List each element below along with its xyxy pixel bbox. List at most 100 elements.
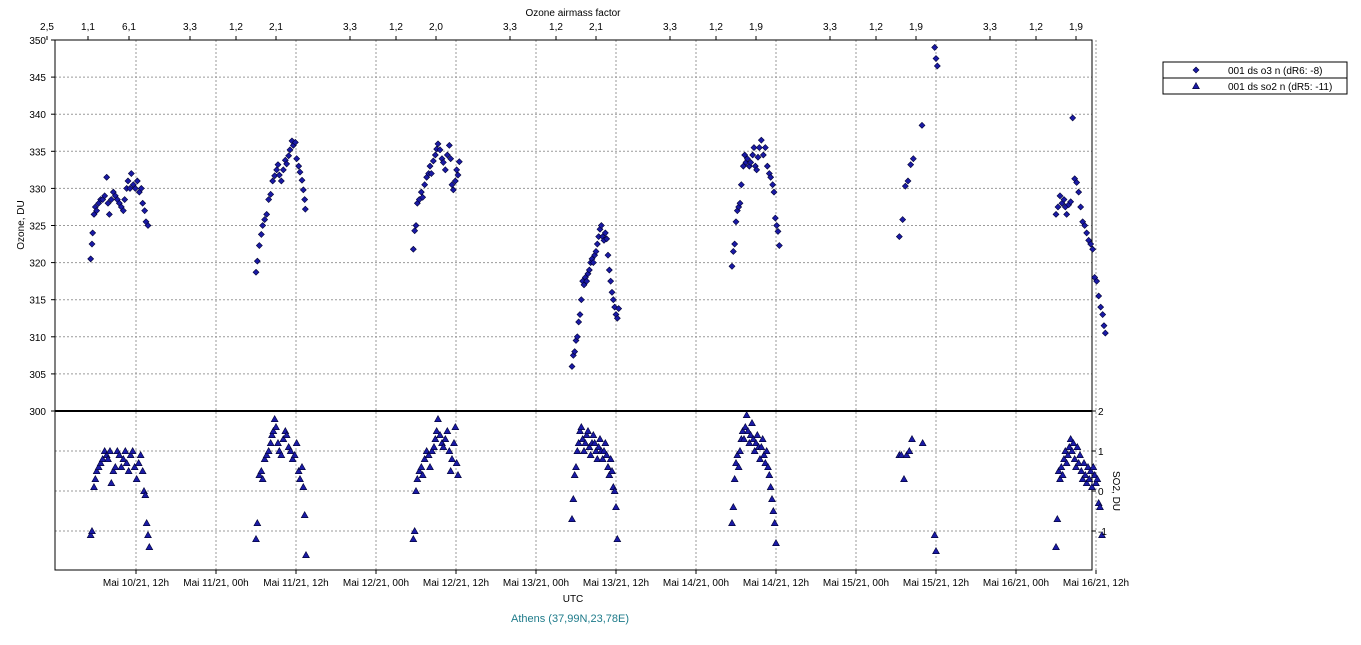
so2-point [610, 486, 619, 495]
so2-point [92, 466, 101, 475]
so2-point [584, 426, 592, 435]
so2-point [572, 462, 580, 471]
ozone-point [1077, 203, 1085, 211]
ozone-point [918, 121, 926, 129]
so2-point [432, 426, 441, 435]
ozone-point [759, 151, 767, 159]
ozone-point [88, 240, 96, 248]
ozone-point [575, 318, 583, 326]
ozone-point [729, 248, 737, 255]
so2-point [1068, 446, 1076, 455]
so2-point [451, 422, 460, 431]
so2-point [1076, 450, 1084, 459]
so2-point [581, 438, 590, 447]
ozone-point [273, 166, 281, 174]
ozone-point [291, 138, 299, 146]
ozone-point [907, 161, 915, 169]
ozone-point [743, 155, 751, 163]
so2-point [744, 426, 752, 435]
so2-point [257, 466, 266, 475]
ozone-point [293, 155, 301, 163]
ozone-point [615, 305, 623, 313]
so2-point [585, 442, 594, 451]
ozone-point [769, 181, 777, 189]
so2-point [1056, 474, 1064, 483]
ozone-point [274, 161, 282, 169]
so2-point [300, 510, 309, 519]
so2-point [117, 462, 126, 471]
so2-point [590, 438, 599, 447]
so2-point [749, 434, 758, 443]
ozone-point [568, 363, 576, 370]
ozone-point [754, 153, 762, 161]
top-tick-label: 1,2 [869, 22, 883, 33]
so2-point [746, 430, 755, 439]
so2-point [294, 466, 303, 475]
ozone-point [449, 186, 457, 194]
ozone-point [124, 177, 132, 185]
ozone-y-tick-label: 330 [29, 184, 46, 195]
ozone-y-tick-label: 310 [29, 333, 46, 344]
top-tick-label: 3,3 [503, 22, 517, 33]
ozone-point [144, 222, 152, 229]
so2-point [288, 454, 297, 463]
so2-point [580, 446, 588, 455]
so2-point [1082, 478, 1091, 487]
ozone-y-tick-label: 350 [29, 36, 46, 47]
so2-point [260, 454, 269, 463]
so2-point [582, 430, 591, 439]
ozone-point [104, 199, 112, 207]
so2-point [574, 438, 583, 447]
so2-point [589, 430, 598, 439]
ozone-point [736, 199, 744, 207]
so2-point [91, 474, 100, 483]
top-tick-label: 1,2 [549, 22, 563, 33]
so2-point [742, 410, 751, 419]
so2-point [918, 438, 927, 447]
so2-point [124, 466, 133, 475]
ozone-point [1083, 229, 1091, 237]
so2-point [264, 446, 273, 455]
top-tick-label: 2,0 [429, 22, 443, 33]
ozone-point [576, 311, 584, 318]
ozone-point [603, 235, 611, 243]
top-tick-label: 2,1 [269, 22, 283, 33]
ozone-point [1060, 196, 1068, 203]
ozone-point [767, 173, 775, 181]
so2-y-tick-label: 0 [1098, 487, 1104, 498]
top-tick-label: 3,3 [183, 22, 197, 33]
marks-layer [86, 43, 1109, 559]
ozone-point [285, 152, 293, 160]
so2-point [1072, 462, 1080, 471]
so2-point [96, 458, 105, 467]
labels-layer: Mai 10/21, 12h Mai 11/21, 00h Mai 11/21, 1… [16, 8, 1129, 605]
ozone-point [269, 177, 277, 185]
so2-point [606, 454, 615, 463]
ozone-y-tick-label: 325 [29, 222, 46, 233]
so2-point [88, 526, 96, 535]
so2-point [299, 482, 308, 491]
ozone-point [771, 214, 779, 222]
so2-point [908, 434, 916, 443]
so2-point [932, 546, 940, 555]
ozone-point [298, 176, 306, 184]
so2-point [1058, 470, 1067, 479]
ozone-point [770, 188, 778, 196]
so2-point [298, 462, 306, 471]
ozone-point [757, 136, 765, 144]
so2-point [454, 470, 462, 479]
so2-point [1053, 514, 1062, 523]
ozone-point [431, 151, 439, 159]
so2-point [255, 470, 264, 479]
ozone-point [121, 196, 129, 203]
so2-point [413, 474, 422, 483]
so2-point [98, 454, 107, 463]
ozone-point [904, 177, 912, 185]
so2-point [605, 470, 614, 479]
so2-point [576, 426, 584, 435]
so2-point [409, 534, 418, 543]
ozone-point [749, 151, 757, 159]
ozone-point [131, 184, 139, 192]
